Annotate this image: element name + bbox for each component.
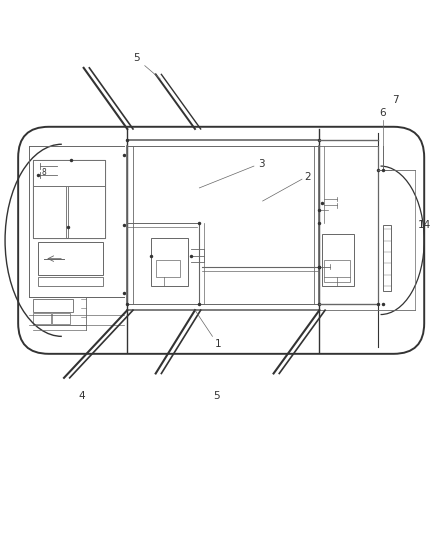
- Bar: [33, 313, 51, 324]
- Bar: [38, 277, 103, 286]
- Text: 5: 5: [133, 53, 139, 63]
- Bar: [33, 299, 73, 312]
- Bar: [321, 234, 354, 286]
- Text: 6: 6: [379, 108, 386, 118]
- Bar: [155, 260, 180, 277]
- Text: 14: 14: [418, 220, 431, 230]
- Bar: [324, 260, 350, 282]
- Text: 8: 8: [41, 168, 46, 177]
- Bar: [33, 159, 106, 185]
- Text: 5: 5: [213, 391, 220, 401]
- Bar: [52, 313, 70, 324]
- Bar: [383, 225, 392, 290]
- Text: 2: 2: [304, 172, 311, 182]
- Text: 3: 3: [258, 159, 265, 169]
- Bar: [151, 238, 188, 286]
- Text: 1: 1: [215, 338, 221, 349]
- Text: 7: 7: [392, 95, 399, 105]
- Bar: [33, 159, 106, 238]
- Text: 4: 4: [78, 391, 85, 401]
- Bar: [38, 243, 103, 275]
- Bar: [68, 185, 106, 238]
- FancyBboxPatch shape: [18, 127, 424, 354]
- Bar: [33, 185, 66, 238]
